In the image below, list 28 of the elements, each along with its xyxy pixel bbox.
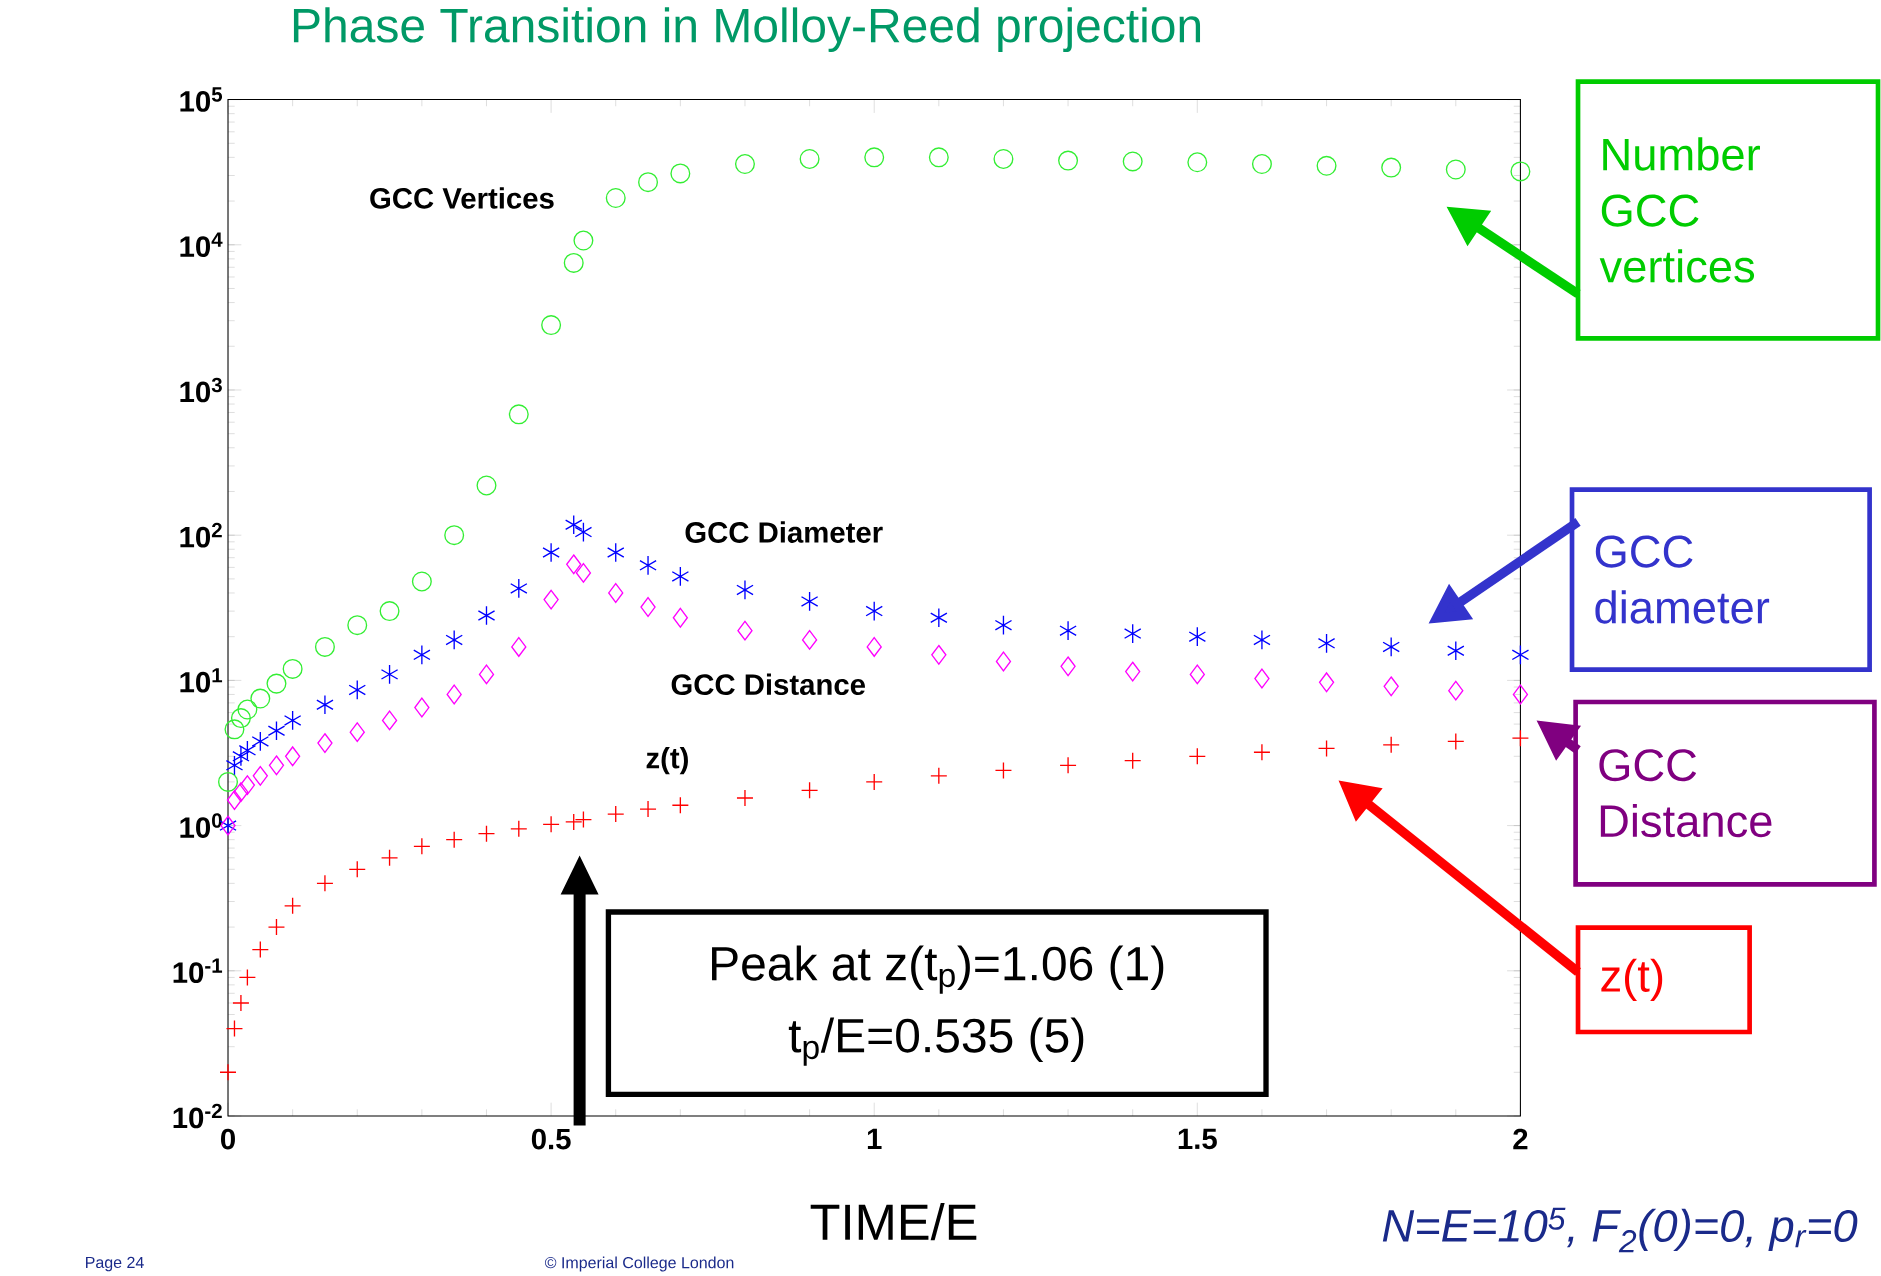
y-tick-label: 10$^{4}$ bbox=[180, 232, 223, 258]
x-tick-label: 2 bbox=[1513, 1128, 1528, 1150]
y-tick-label: 10$^{-1}$ bbox=[173, 958, 223, 984]
text: N=E=10$^{5}$, F$_{2}$(0)=0, p$_{r}$=0 bbox=[1382, 1207, 1858, 1253]
x-tick-label: 0.5 bbox=[531, 1128, 571, 1150]
y-tick-label: 10$^{-2}$ bbox=[173, 1103, 222, 1129]
text: GCC Distance bbox=[1599, 749, 1772, 838]
y-tick-label: 10$^{5}$ bbox=[180, 87, 223, 112]
series-label: z(t) bbox=[646, 747, 688, 775]
text: Page 24 bbox=[86, 1256, 144, 1272]
x-tick-label: 1.5 bbox=[1178, 1128, 1217, 1150]
y-tick-label: 10$^{3}$ bbox=[180, 377, 222, 403]
chart-title: Phase Transition in Molloy-Reed projection bbox=[293, 7, 1201, 53]
text: GCC diameter bbox=[1595, 535, 1770, 624]
text: © Imperial College London bbox=[544, 1256, 734, 1272]
y-tick-label: 10$^{0}$ bbox=[180, 813, 222, 838]
annotation: t$_{p}$/E=0.535 (5) bbox=[788, 1017, 1084, 1066]
y-tick-label: 10$^{1}$ bbox=[180, 668, 223, 693]
x-axis-title: TIME/E bbox=[810, 1203, 977, 1241]
x-tick-label: 1 bbox=[867, 1128, 882, 1149]
series-label: GCC Distance bbox=[671, 673, 865, 696]
series-label: GCC Vertices bbox=[370, 187, 554, 209]
annotation: Peak at z(t$_{p}$)=1.06 (1) bbox=[712, 945, 1164, 994]
text: Number GCC vertices bbox=[1599, 137, 1760, 283]
x-tick-label: 0 bbox=[221, 1128, 235, 1150]
series-label: GCC Diameter bbox=[685, 521, 883, 543]
text: z(t) bbox=[1601, 958, 1663, 1001]
y-tick-label: 10$^{2}$ bbox=[180, 522, 222, 548]
